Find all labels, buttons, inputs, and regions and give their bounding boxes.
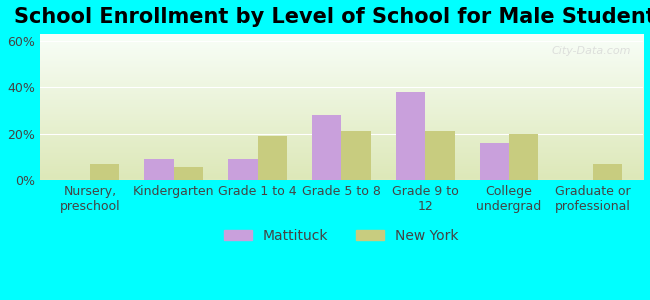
Bar bbox=[228, 159, 257, 180]
Bar bbox=[144, 159, 174, 180]
Bar bbox=[341, 131, 370, 180]
Title: School Enrollment by Level of School for Male Students: School Enrollment by Level of School for… bbox=[14, 7, 650, 27]
Bar bbox=[174, 167, 203, 180]
Legend: Mattituck, New York: Mattituck, New York bbox=[218, 224, 464, 249]
Bar bbox=[90, 164, 120, 180]
Bar bbox=[480, 143, 509, 180]
Bar bbox=[509, 134, 538, 180]
Bar bbox=[593, 164, 622, 180]
Bar bbox=[257, 136, 287, 180]
Bar bbox=[425, 131, 454, 180]
Text: City-Data.com: City-Data.com bbox=[551, 46, 631, 56]
Bar bbox=[396, 92, 425, 180]
Bar bbox=[312, 115, 341, 180]
